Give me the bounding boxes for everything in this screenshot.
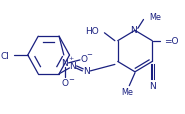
Text: O: O [80,55,87,64]
Text: N: N [61,59,68,68]
Text: Me: Me [149,13,161,22]
Text: −: − [87,52,92,57]
Text: N: N [69,62,76,71]
Text: +: + [68,56,73,61]
Text: N: N [149,81,156,90]
Text: −: − [68,76,74,82]
Text: N: N [130,26,137,35]
Text: HO: HO [85,27,99,36]
Text: Me: Me [121,87,133,96]
Text: Cl: Cl [1,51,10,60]
Text: N: N [83,67,90,76]
Text: =O: =O [164,37,178,46]
Text: O: O [61,78,68,87]
